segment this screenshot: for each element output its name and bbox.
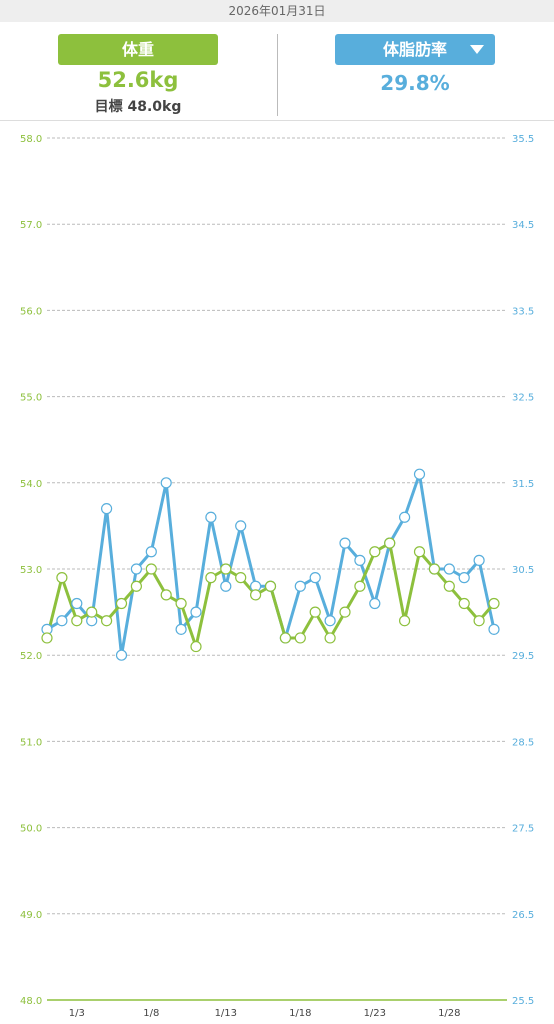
fat-point <box>175 623 187 635</box>
weight-point <box>443 580 455 592</box>
left-tick-label: 48.0 <box>20 996 42 1007</box>
left-tick-label: 54.0 <box>20 479 42 490</box>
fat-series-line <box>46 472 496 657</box>
body-fat-dropdown-button[interactable]: 体脂肪率 <box>335 34 495 65</box>
weight-point <box>413 546 426 558</box>
fat-point <box>369 597 381 610</box>
weight-point <box>369 546 381 558</box>
right-tick-label: 29.5 <box>512 651 534 662</box>
chevron-down-icon[interactable] <box>470 45 484 54</box>
left-tick-label: 58.0 <box>20 134 42 145</box>
right-tick-label: 32.5 <box>512 393 534 404</box>
fat-point <box>220 580 232 592</box>
weight-point <box>71 615 83 627</box>
fat-point <box>399 511 411 523</box>
right-tick-label: 30.5 <box>512 565 534 576</box>
fat-point <box>235 520 247 532</box>
header-divider <box>0 120 554 121</box>
panel-divider <box>277 34 278 116</box>
weight-point <box>279 632 291 644</box>
x-tick-label: 1/13 <box>215 1008 237 1019</box>
right-tick-label: 33.5 <box>512 306 534 317</box>
fat-point <box>115 649 128 661</box>
weight-point <box>354 580 366 592</box>
x-tick-label: 1/28 <box>438 1008 460 1019</box>
fat-point <box>160 477 172 489</box>
weight-point <box>130 580 142 592</box>
weight-point <box>339 606 351 618</box>
body-fat-label: 体脂肪率 <box>382 40 447 59</box>
fat-point <box>71 597 83 610</box>
weight-point <box>399 615 411 627</box>
fat-point <box>56 615 68 627</box>
weight-point <box>175 597 187 610</box>
right-tick-label: 26.5 <box>512 910 534 921</box>
left-tick-label: 57.0 <box>20 220 42 231</box>
right-tick-label: 35.5 <box>512 134 534 145</box>
weight-point <box>100 615 113 627</box>
right-tick-label: 28.5 <box>512 737 534 748</box>
x-tick-label: 1/23 <box>364 1008 386 1019</box>
left-tick-label: 51.0 <box>20 737 42 748</box>
date-header: 2026年01月31日 <box>0 0 554 22</box>
fat-point <box>100 503 113 515</box>
fat-point <box>443 563 455 575</box>
fat-point <box>145 546 157 558</box>
fat-point <box>488 623 500 635</box>
x-tick-label: 1/18 <box>289 1008 311 1019</box>
weight-point <box>220 563 232 575</box>
fat-point <box>130 563 142 575</box>
left-tick-label: 53.0 <box>20 565 42 576</box>
fat-point <box>413 468 426 480</box>
weight-point <box>235 572 247 584</box>
weight-point <box>86 606 98 618</box>
weight-point <box>250 589 262 601</box>
right-tick-label: 27.5 <box>512 824 534 835</box>
weight-point <box>160 589 172 601</box>
x-tick-label: 1/3 <box>69 1008 85 1019</box>
weight-value: 52.6kg <box>97 68 179 92</box>
weight-point <box>41 632 53 644</box>
fat-point <box>473 554 485 566</box>
x-tick-label: 1/8 <box>143 1008 159 1019</box>
weight-point <box>309 606 321 618</box>
fat-point <box>190 606 202 618</box>
right-tick-label: 25.5 <box>512 996 534 1007</box>
weight-point <box>473 615 485 627</box>
weight-point <box>205 572 217 584</box>
fat-point <box>205 511 217 523</box>
fat-point <box>339 537 351 549</box>
weight-point <box>458 597 470 610</box>
weight-point <box>324 632 336 644</box>
weight-point <box>428 563 440 575</box>
weight-point <box>56 572 68 584</box>
weight-tab-button[interactable]: 体重 <box>58 34 218 65</box>
weight-point <box>190 640 202 653</box>
left-tick-label: 56.0 <box>20 306 42 317</box>
weight-point <box>264 580 277 592</box>
weight-point <box>145 563 157 575</box>
fat-point <box>294 580 306 592</box>
weight-point <box>384 537 396 549</box>
fat-point <box>324 615 336 627</box>
right-tick-label: 31.5 <box>512 479 534 490</box>
left-tick-label: 52.0 <box>20 651 42 662</box>
body-fat-value: 29.8% <box>380 71 450 95</box>
target-weight: 目標 48.0kg <box>94 99 182 115</box>
weight-point <box>115 597 128 610</box>
weight-point <box>294 632 306 644</box>
right-tick-label: 34.5 <box>512 220 534 231</box>
left-tick-label: 49.0 <box>20 910 42 921</box>
fat-point <box>458 572 470 584</box>
fat-point <box>354 554 366 566</box>
weight-point <box>488 597 500 610</box>
left-tick-label: 55.0 <box>20 393 42 404</box>
fat-point <box>309 572 321 584</box>
left-tick-label: 50.0 <box>20 824 42 835</box>
